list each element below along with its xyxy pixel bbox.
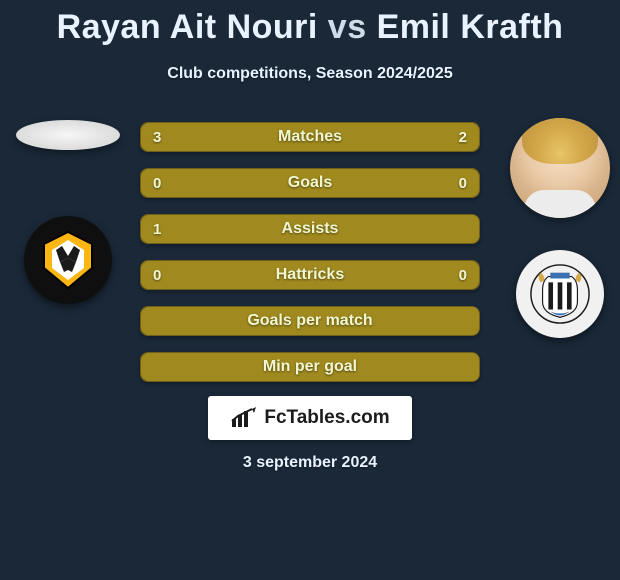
player1-name: Rayan Ait Nouri	[57, 8, 318, 46]
stat-bar: 32Matches	[140, 122, 480, 152]
player1-avatar	[16, 120, 120, 150]
versus-label: vs	[328, 8, 367, 46]
player2-avatar	[510, 118, 610, 218]
fctables-icon	[230, 407, 258, 429]
stat-bar: 1Assists	[140, 214, 480, 244]
date-label: 3 september 2024	[0, 454, 620, 472]
stat-label: Hattricks	[141, 266, 479, 284]
player2-name: Emil Krafth	[377, 8, 564, 46]
player1-club-badge	[24, 216, 112, 304]
comparison-title: Rayan Ait Nouri vs Emil Krafth	[0, 0, 620, 47]
stat-bar: Min per goal	[140, 352, 480, 382]
wolves-icon	[36, 228, 100, 292]
stat-label: Goals per match	[141, 312, 479, 330]
player2-column	[500, 118, 620, 338]
stat-label: Goals	[141, 174, 479, 192]
branding-badge: FcTables.com	[208, 396, 412, 440]
stat-bar: Goals per match	[140, 306, 480, 336]
stat-label: Matches	[141, 128, 479, 146]
stat-label: Min per goal	[141, 358, 479, 376]
stat-bar: 00Hattricks	[140, 260, 480, 290]
branding-text: FcTables.com	[264, 407, 389, 429]
stat-label: Assists	[141, 220, 479, 238]
player2-club-badge	[516, 250, 604, 338]
stat-bar: 00Goals	[140, 168, 480, 198]
player1-column	[8, 120, 128, 304]
newcastle-icon	[529, 263, 591, 325]
subtitle: Club competitions, Season 2024/2025	[0, 65, 620, 83]
stats-bars: 32Matches 00Goals 1Assists 00Hattricks Goals…	[140, 122, 480, 382]
